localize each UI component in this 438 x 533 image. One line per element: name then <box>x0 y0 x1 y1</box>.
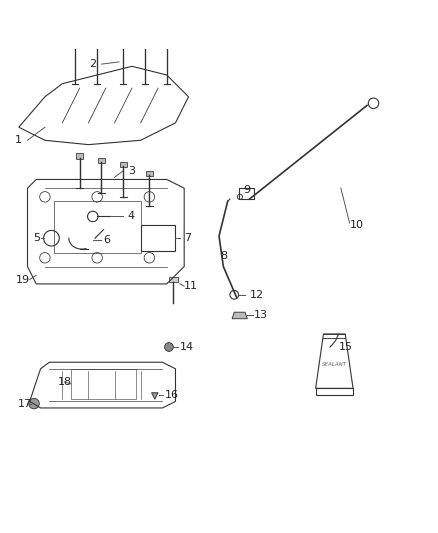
Circle shape <box>165 343 173 351</box>
Text: 1: 1 <box>15 135 22 146</box>
Bar <box>141 225 176 251</box>
Text: 13: 13 <box>254 310 268 320</box>
Text: 2: 2 <box>89 59 96 69</box>
Text: 18: 18 <box>58 377 72 387</box>
Bar <box>76 154 83 158</box>
Text: 14: 14 <box>180 342 194 352</box>
Text: 7: 7 <box>184 233 191 243</box>
Bar <box>120 162 127 167</box>
Circle shape <box>29 398 39 409</box>
Text: 19: 19 <box>16 274 30 285</box>
Text: 3: 3 <box>128 166 135 176</box>
Text: 10: 10 <box>350 220 364 230</box>
Text: 9: 9 <box>243 185 250 195</box>
Polygon shape <box>152 393 158 399</box>
Bar <box>169 277 178 282</box>
Text: 5: 5 <box>33 233 40 243</box>
Text: 4: 4 <box>127 212 135 221</box>
Text: 6: 6 <box>104 235 111 245</box>
Bar <box>53 201 141 254</box>
Text: 15: 15 <box>339 342 353 352</box>
Bar <box>98 158 105 163</box>
Text: SEALANT: SEALANT <box>322 362 347 367</box>
Bar <box>316 389 353 395</box>
Bar <box>71 369 136 399</box>
Text: 12: 12 <box>250 290 264 300</box>
Text: 16: 16 <box>165 390 179 400</box>
Bar <box>146 171 153 176</box>
Text: 8: 8 <box>221 251 228 261</box>
Bar <box>239 188 254 199</box>
Text: 11: 11 <box>184 281 198 291</box>
Polygon shape <box>232 312 247 319</box>
Text: 17: 17 <box>18 399 32 409</box>
